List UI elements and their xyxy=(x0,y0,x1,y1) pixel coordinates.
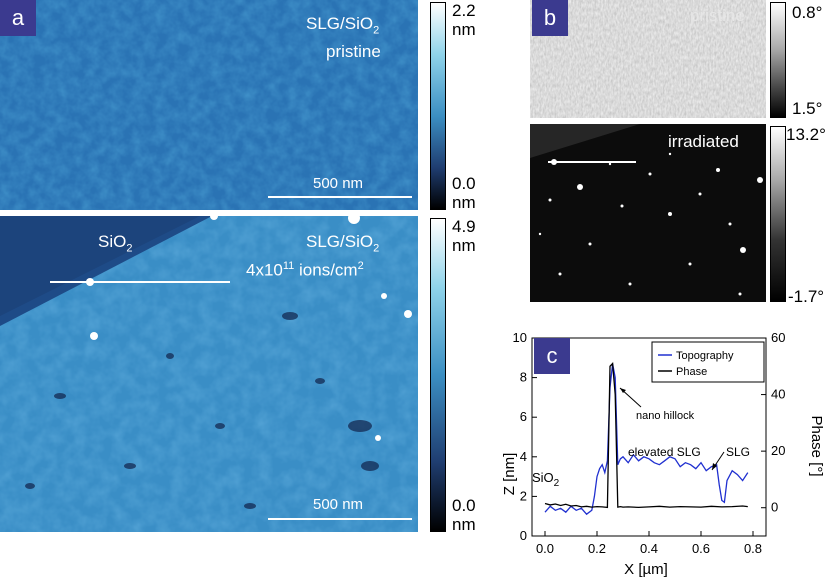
colorbar-top-a xyxy=(430,2,446,210)
scale-label-bottom: 500 nm xyxy=(313,496,364,513)
annotation-hillock: nano hillock xyxy=(636,410,695,422)
legend-phase: Phase xyxy=(676,366,707,378)
colorbar-top-b xyxy=(770,2,786,118)
y-tick-label: 10 xyxy=(513,330,527,345)
legend: Topography Phase xyxy=(651,341,765,383)
cbar-max-bottom-a: 4.9 xyxy=(452,217,476,236)
y2-tick-label: 0 xyxy=(771,500,778,515)
y2-axis-label: Phase [°] xyxy=(808,415,825,476)
phase-image-irradiated xyxy=(530,124,766,302)
series-group xyxy=(544,361,749,516)
cbar-max-unit-bottom-a: nm xyxy=(452,236,476,255)
state-label-pristine: pristine xyxy=(326,42,381,61)
annotation-sio2: SiO2 xyxy=(532,470,560,489)
tick-group: 0.0 0.2 0.4 0.6 0.8 0 2 4 6 8 10 0 20 40 60 xyxy=(513,330,786,556)
x-axis-label: X [µm] xyxy=(624,561,668,578)
y2-tick-label: 20 xyxy=(771,443,785,458)
region-label-sio2: SiO2 xyxy=(98,232,133,255)
y-tick-label: 2 xyxy=(520,488,527,503)
panel-b-letter: b xyxy=(532,0,568,36)
cbar-max-top-b: 0.8° xyxy=(792,3,823,22)
cbar-min-top-b: 1.5° xyxy=(792,99,823,118)
cbar-min-unit-top-a: nm xyxy=(452,193,476,212)
fluence-label: 4x1011 ions/cm2 xyxy=(246,260,364,280)
panel-c-letter: c xyxy=(534,338,570,374)
y-tick-label: 4 xyxy=(520,449,527,464)
colorbar-bottom-b xyxy=(770,126,786,302)
annotation-elevated-slg: elevated SLG xyxy=(628,445,701,459)
scale-bar-bottom xyxy=(268,518,412,520)
y2-tick-label: 40 xyxy=(771,387,785,402)
panel-a-letter: a xyxy=(0,0,36,36)
x-tick-label: 0.6 xyxy=(692,541,710,556)
phase-label-pristine: pristine xyxy=(690,6,745,25)
series-line-phase xyxy=(544,361,748,509)
scale-bar-top xyxy=(268,196,412,198)
phase-image-pristine xyxy=(530,0,766,118)
afm-topography-irradiated xyxy=(0,216,418,532)
legend-topography: Topography xyxy=(676,350,734,362)
y-tick-label: 6 xyxy=(520,409,527,424)
profile-line-a xyxy=(50,281,230,283)
cbar-min-bottom-b: -1.7° xyxy=(788,287,825,306)
phase-label-irradiated: irradiated xyxy=(668,132,739,151)
cbar-min-top-a: 0.0 xyxy=(452,174,476,193)
series-line-topography xyxy=(544,363,749,516)
y2-tick-label: 60 xyxy=(771,330,785,345)
x-tick-label: 0.4 xyxy=(640,541,658,556)
x-tick-label: 0.0 xyxy=(536,541,554,556)
y-axis-label: Z [nm] xyxy=(501,453,518,496)
sample-label-bottom: SLG/SiO2 xyxy=(306,232,380,255)
cbar-min-unit-bottom-a: nm xyxy=(452,515,476,534)
x-tick-label: 0.2 xyxy=(588,541,606,556)
cbar-min-bottom-a: 0.0 xyxy=(452,496,476,515)
y-tick-label: 8 xyxy=(520,370,527,385)
cbar-max-unit-top-a: nm xyxy=(452,20,476,39)
annotation-slg: SLG xyxy=(726,445,750,459)
afm-topography-pristine xyxy=(0,0,418,210)
scale-label-top: 500 nm xyxy=(313,175,364,192)
cbar-max-top-a: 2.2 xyxy=(452,1,476,20)
sample-label-top: SLG/SiO2 xyxy=(306,14,380,37)
cbar-max-bottom-b: 13.2° xyxy=(786,125,826,144)
colorbar-bottom-a xyxy=(430,218,446,532)
x-tick-label: 0.8 xyxy=(744,541,762,556)
y-tick-label: 0 xyxy=(520,528,527,543)
